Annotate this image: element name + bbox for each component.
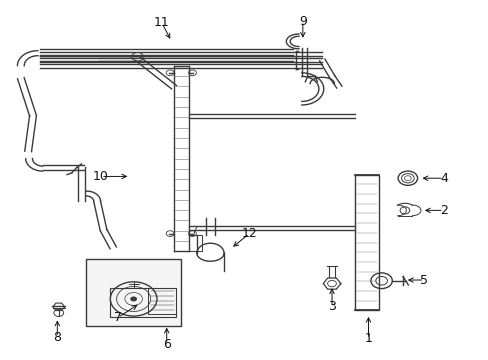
Bar [110,288,176,317]
Bar [86,258,181,327]
Bar [355,175,378,310]
Circle shape [130,296,137,301]
Text: 1: 1 [364,333,372,346]
Text: 2: 2 [439,204,447,217]
Text: 7: 7 [114,311,122,324]
Text: 3: 3 [327,300,335,313]
Text: 12: 12 [241,227,257,240]
Text: 10: 10 [93,170,109,183]
Text: 4: 4 [439,172,447,185]
Bar [148,288,176,314]
Text: 11: 11 [154,16,169,29]
Text: 5: 5 [420,274,427,287]
Text: 9: 9 [298,14,306,27]
Bar [188,235,202,251]
Text: 8: 8 [53,331,61,344]
Text: 6: 6 [163,338,170,351]
